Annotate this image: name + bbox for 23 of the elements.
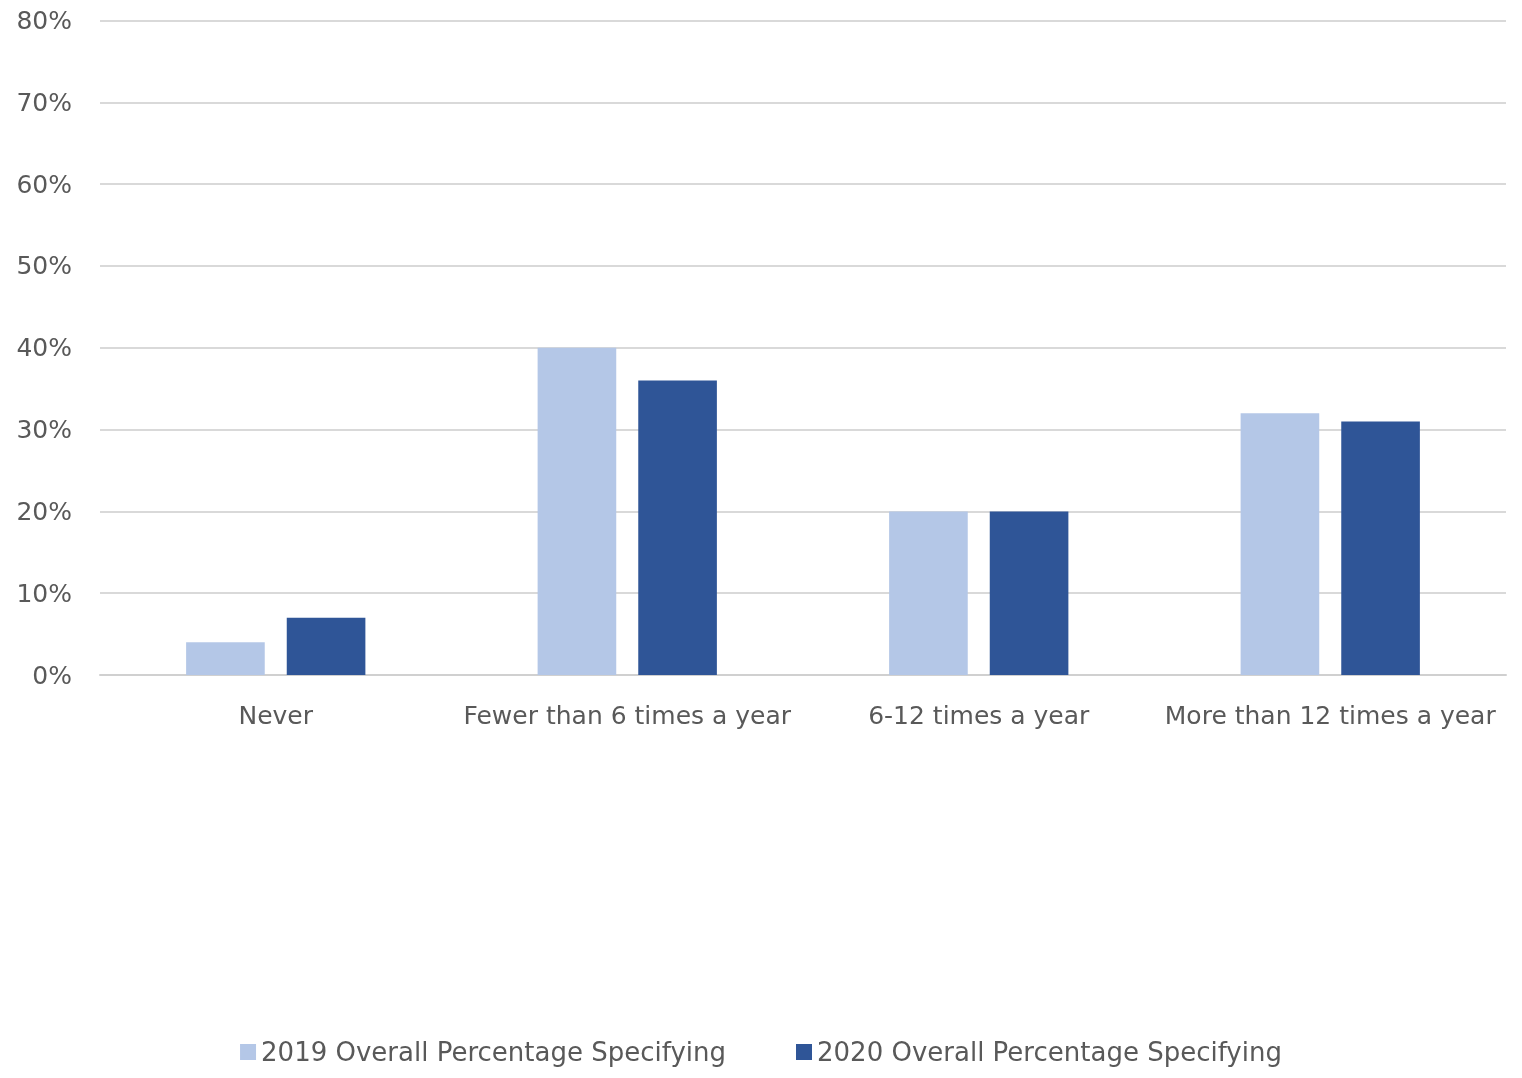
- y-tick-label: 20%: [16, 496, 72, 526]
- x-tick-label: Fewer than 6 times a year: [463, 701, 792, 730]
- x-tick-label: More than 12 times a year: [1164, 701, 1497, 730]
- legend-label: 2019 Overall Percentage Specifying: [261, 1037, 726, 1067]
- bar: [186, 642, 265, 675]
- bar: [286, 617, 366, 675]
- bar: [989, 511, 1069, 675]
- y-tick-label: 60%: [16, 169, 72, 199]
- legend-label: 2020 Overall Percentage Specifying: [817, 1037, 1282, 1067]
- bar: [638, 380, 717, 675]
- x-tick-label: Never: [238, 701, 314, 730]
- y-tick-label: 80%: [16, 6, 72, 35]
- bar: [537, 347, 617, 675]
- bar: [1240, 413, 1320, 675]
- bar: [889, 511, 968, 675]
- x-tick-label: 6-12 times a year: [868, 701, 1091, 730]
- y-tick-label: 50%: [16, 251, 72, 281]
- bar: [1341, 421, 1420, 675]
- y-tick-label: 70%: [16, 87, 72, 117]
- y-tick-label: 40%: [16, 333, 72, 363]
- y-tick-label: 0%: [32, 660, 72, 690]
- y-tick-label: 30%: [16, 415, 72, 445]
- y-tick-label: 10%: [16, 578, 72, 608]
